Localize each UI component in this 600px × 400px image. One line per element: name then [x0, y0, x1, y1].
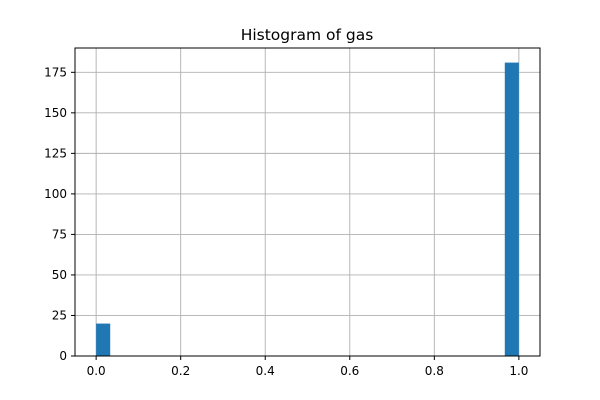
ticks: 0.0 0.2 0.4 0.6 0.8 1.0 0 25 50 75 100 125 150 175 [44, 65, 528, 378]
x-tick-label: 0.0 [87, 364, 106, 378]
y-tick-label: 0 [59, 349, 67, 363]
y-tick-label: 100 [44, 187, 67, 201]
plot-frame [74, 47, 541, 357]
y-tick-label: 50 [52, 268, 67, 282]
y-tick-label: 150 [44, 106, 67, 120]
y-tick-label: 125 [44, 146, 67, 160]
x-tick-label: 0.6 [340, 364, 359, 378]
grid [75, 48, 540, 357]
histogram-bar [96, 323, 111, 356]
y-tick-label: 175 [44, 65, 67, 79]
bars [96, 62, 519, 356]
chart-title: Histogram of gas [241, 26, 374, 44]
y-tick-label: 75 [52, 227, 67, 241]
x-tick-label: 0.2 [171, 364, 190, 378]
x-tick-label: 1.0 [509, 364, 528, 378]
y-tick-label: 25 [52, 308, 67, 322]
x-tick-label: 0.4 [256, 364, 275, 378]
x-tick-label: 0.8 [425, 364, 444, 378]
histogram-bar [504, 62, 519, 356]
axes [74, 47, 541, 357]
